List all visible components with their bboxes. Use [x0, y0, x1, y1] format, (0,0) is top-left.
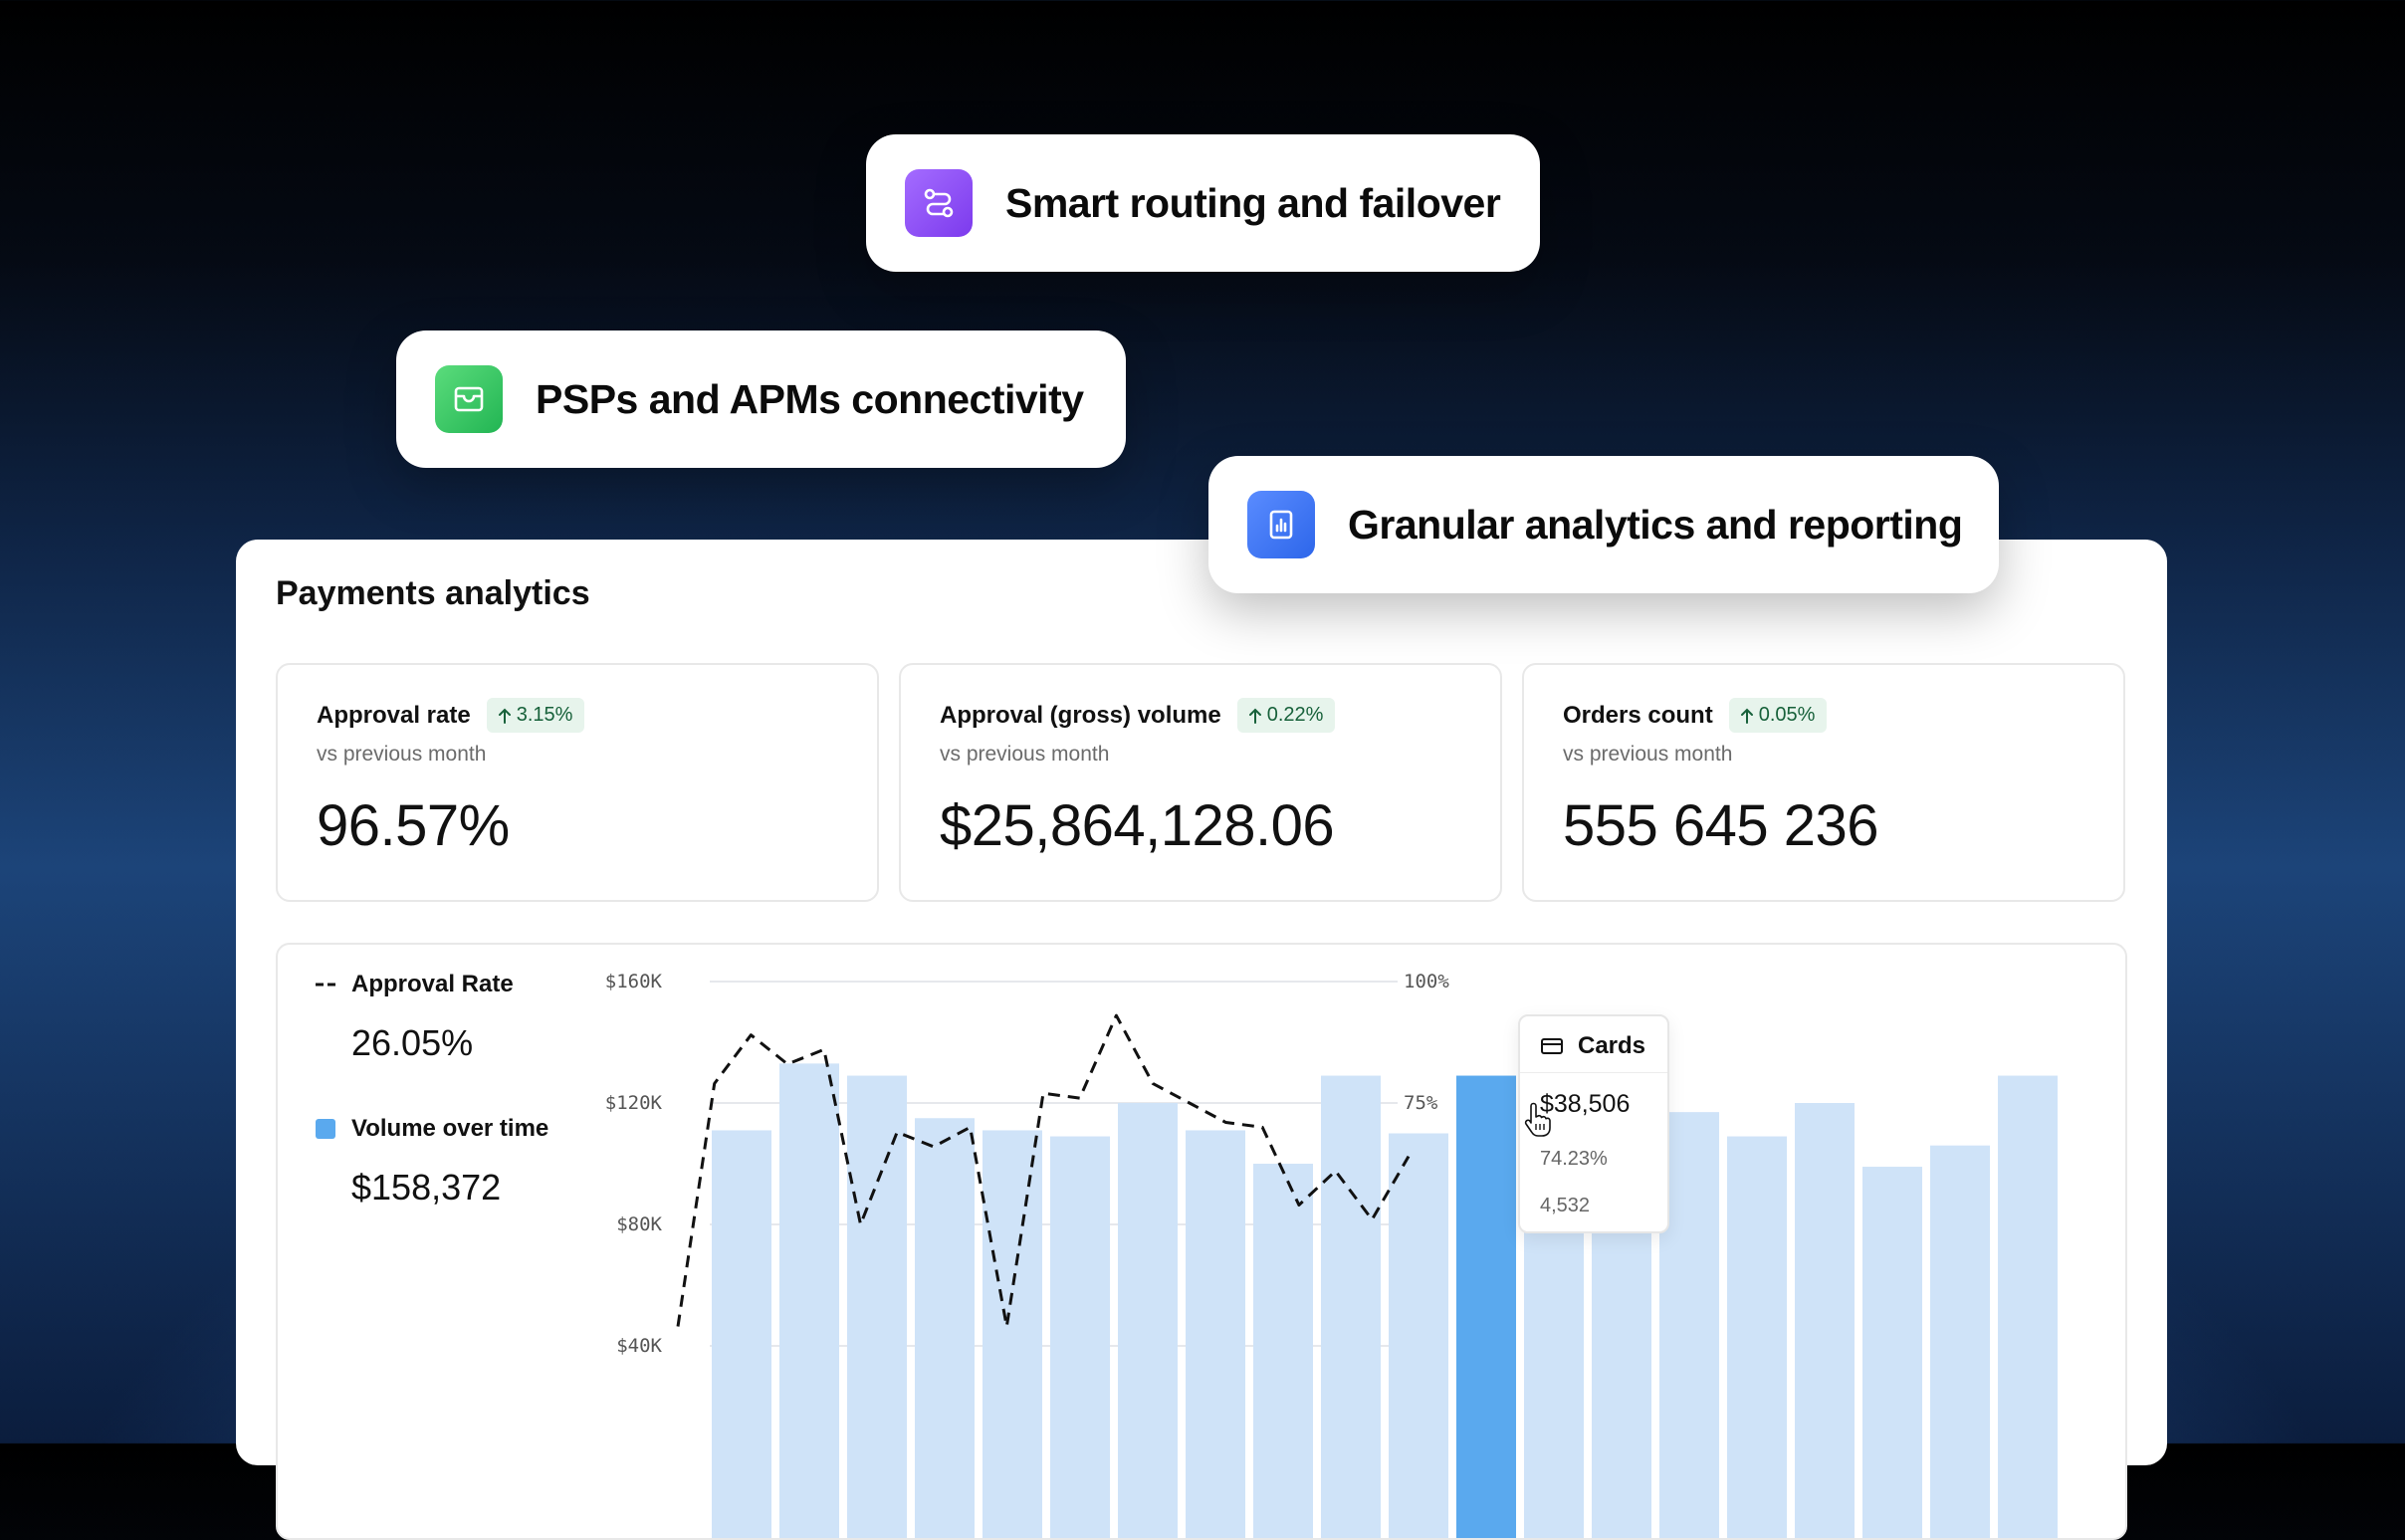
left-axis-tick: $160K — [605, 971, 663, 992]
arrow-up-icon — [497, 707, 513, 725]
kpi-card-gross-volume[interactable]: Approval (gross) volume 0.22% vs previou… — [899, 663, 1502, 902]
feature-label: Smart routing and failover — [1005, 180, 1500, 227]
change-value: 0.05% — [1759, 704, 1816, 727]
bar-chart-icon — [1247, 491, 1315, 558]
arrow-up-icon — [1247, 707, 1263, 725]
kpi-card-orders-count[interactable]: Orders count 0.05% vs previous month 555… — [1522, 663, 2125, 902]
volume-bar — [1118, 1103, 1178, 1540]
change-badge: 0.05% — [1729, 698, 1828, 733]
hand-pointer-icon — [1522, 1102, 1552, 1138]
volume-bar — [1727, 1137, 1787, 1540]
tooltip-count: 4,532 — [1540, 1195, 1590, 1217]
volume-bar — [1795, 1103, 1855, 1540]
volume-bar — [1389, 1134, 1448, 1540]
feature-pill-routing: Smart routing and failover — [866, 134, 1540, 272]
change-badge: 3.15% — [487, 698, 585, 733]
tooltip-divider — [1520, 1072, 1667, 1073]
left-axis-tick: $120K — [605, 1092, 663, 1114]
kpi-sub: vs previous month — [940, 743, 1109, 767]
volume-bar — [847, 1076, 907, 1540]
kpi-label: Orders count — [1563, 702, 1713, 730]
volume-bar — [1253, 1164, 1313, 1540]
right-axis-tick: 75% — [1404, 1092, 1438, 1114]
change-badge: 0.22% — [1237, 698, 1336, 733]
volume-bar — [712, 1130, 771, 1540]
kpi-sub: vs previous month — [317, 743, 486, 767]
tooltip-title: Cards — [1578, 1032, 1645, 1060]
volume-bar — [1456, 1076, 1516, 1540]
left-axis-tick: $40K — [616, 1335, 662, 1357]
volume-bar — [1930, 1146, 1990, 1540]
wallet-icon — [435, 365, 503, 433]
tooltip-amount: $38,506 — [1540, 1090, 1630, 1119]
arrow-up-icon — [1739, 707, 1755, 725]
feature-pill-analytics: Granular analytics and reporting — [1208, 456, 1999, 593]
volume-bar — [1862, 1167, 1922, 1540]
kpi-card-approval-rate[interactable]: Approval rate 3.15% vs previous month 96… — [276, 663, 879, 902]
kpi-value: $25,864,128.06 — [940, 792, 1334, 859]
kpi-value: 555 645 236 — [1563, 792, 1878, 859]
kpi-value: 96.57% — [317, 792, 510, 859]
volume-bar — [1321, 1076, 1381, 1540]
tooltip-rate: 74.23% — [1540, 1148, 1608, 1171]
volume-bar — [1186, 1130, 1245, 1540]
volume-bar — [983, 1130, 1042, 1540]
kpi-label: Approval rate — [317, 702, 471, 730]
left-axis-tick: $80K — [616, 1213, 662, 1235]
chart-card: Approval Rate 26.05% Volume over time $1… — [276, 943, 2127, 1540]
route-icon — [905, 169, 973, 237]
right-axis-tick: 100% — [1404, 971, 1449, 992]
change-value: 0.22% — [1267, 704, 1324, 727]
volume-bar — [915, 1118, 975, 1540]
payments-analytics-panel: Payments analytics Approval rate 3.15% v… — [236, 540, 2167, 1465]
volume-bar — [1050, 1137, 1110, 1540]
panel-title: Payments analytics — [276, 574, 590, 613]
volume-bar — [779, 1063, 839, 1540]
card-icon — [1540, 1036, 1564, 1056]
kpi-label: Approval (gross) volume — [940, 702, 1221, 730]
feature-label: Granular analytics and reporting — [1348, 502, 1962, 549]
change-value: 3.15% — [517, 704, 573, 727]
feature-pill-psp: PSPs and APMs connectivity — [396, 330, 1126, 468]
kpi-sub: vs previous month — [1563, 743, 1732, 767]
feature-label: PSPs and APMs connectivity — [536, 376, 1084, 423]
volume-bar — [1998, 1076, 2058, 1540]
